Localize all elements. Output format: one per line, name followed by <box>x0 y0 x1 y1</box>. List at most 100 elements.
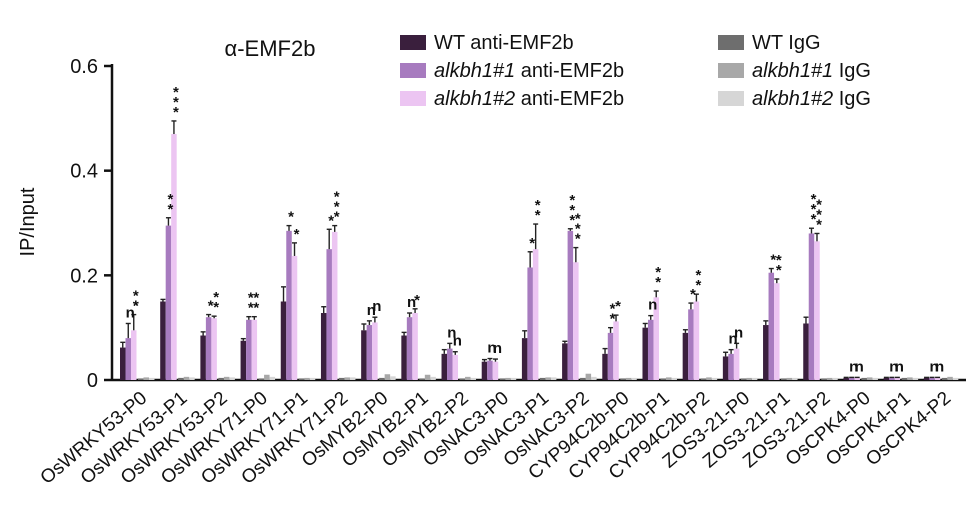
bar <box>728 353 734 380</box>
significance-mark: * <box>569 212 575 229</box>
bar <box>200 335 206 380</box>
significance-mark: n <box>895 358 904 375</box>
bar <box>229 377 235 380</box>
significance-mark: * <box>248 290 254 307</box>
significance-mark: * <box>816 196 822 213</box>
significance-mark: n <box>407 294 416 311</box>
legend-swatch <box>718 35 744 50</box>
bar <box>733 348 740 380</box>
significance-mark: n <box>493 340 502 357</box>
significance-mark: * <box>168 191 174 208</box>
bar <box>160 301 166 380</box>
significance-mark: n <box>487 340 496 357</box>
category-labels: OsWRKY53-P0OsWRKY53-P1OsWRKY53-P2OsWRKY7… <box>37 388 955 489</box>
bar <box>883 377 890 380</box>
bar <box>647 319 654 380</box>
bars <box>120 120 959 380</box>
bar <box>338 377 345 380</box>
bar <box>693 301 700 380</box>
bar <box>826 377 833 380</box>
bar <box>120 347 126 380</box>
bar <box>814 241 820 380</box>
bar <box>286 230 292 380</box>
legend-swatch <box>718 91 744 106</box>
bar <box>545 377 551 380</box>
significance-mark: n <box>372 298 381 315</box>
significance-mark: * <box>334 199 340 216</box>
significance-mark: * <box>615 298 621 315</box>
significance-mark: * <box>288 209 294 226</box>
significance-mark: * <box>168 201 174 218</box>
bar <box>320 313 327 380</box>
bar <box>866 377 873 380</box>
bar <box>763 325 769 380</box>
bar <box>894 377 901 380</box>
bar <box>700 378 707 380</box>
bar <box>722 356 729 380</box>
legend-swatch <box>400 35 426 50</box>
bar <box>171 134 177 380</box>
bar <box>384 374 391 380</box>
bar <box>808 233 815 380</box>
bar <box>532 249 539 380</box>
significance-mark: * <box>529 235 535 252</box>
bar <box>459 378 466 380</box>
legend-entry: alkbh1#2 IgG <box>752 88 871 110</box>
significance-mark: * <box>414 292 420 309</box>
bar <box>740 378 747 380</box>
bar <box>591 376 597 380</box>
bar <box>585 373 592 380</box>
bar <box>492 361 499 380</box>
bar <box>419 378 425 380</box>
bar <box>165 225 172 380</box>
legend-swatch <box>400 91 426 106</box>
bar <box>218 377 224 380</box>
bar <box>211 318 217 380</box>
significance-mark: n <box>929 358 938 375</box>
bar <box>309 377 316 380</box>
bar <box>711 377 718 380</box>
significance-mark: * <box>535 207 541 224</box>
bar <box>947 376 953 380</box>
bar <box>861 377 867 380</box>
bar <box>665 377 672 380</box>
significance-mark: n <box>367 302 376 319</box>
bar <box>379 377 385 380</box>
significance-mark: n <box>447 324 456 341</box>
bar <box>401 335 407 380</box>
significance-mark: * <box>133 298 139 315</box>
legend-entry: alkbh1#1 IgG <box>752 60 871 82</box>
bar <box>901 377 908 380</box>
significance-mark: * <box>575 211 581 228</box>
significance-mark: * <box>575 231 581 248</box>
legend: WT anti-EMF2b alkbh1#1 anti-EMF2b alkbh1#2… <box>400 32 871 110</box>
significance-mark: * <box>334 209 340 226</box>
bar <box>487 360 493 380</box>
significance-mark: * <box>655 274 661 291</box>
bar <box>929 377 935 380</box>
significance-mark: * <box>811 191 817 208</box>
bar <box>580 377 586 380</box>
bar <box>280 301 287 380</box>
significance-mark: * <box>334 189 340 206</box>
bar <box>452 354 459 380</box>
bar <box>602 353 608 380</box>
significance-mark: * <box>655 264 661 281</box>
y-tick-label: 0.6 <box>70 56 98 78</box>
significance-mark: * <box>690 286 696 303</box>
bar <box>258 378 265 380</box>
bar <box>269 376 276 380</box>
bar <box>550 377 557 380</box>
significance-mark: * <box>173 84 179 101</box>
bar <box>304 377 310 380</box>
significance-mark: * <box>213 299 219 316</box>
bar <box>183 376 190 380</box>
bar <box>298 378 305 380</box>
significance-mark: n <box>849 358 858 375</box>
significance-mark: * <box>294 226 300 243</box>
bar <box>390 376 396 380</box>
significance-mark: n <box>889 358 898 375</box>
significance-mark: * <box>569 202 575 219</box>
bar <box>774 283 780 380</box>
y-tick-label: 0.2 <box>70 265 98 287</box>
